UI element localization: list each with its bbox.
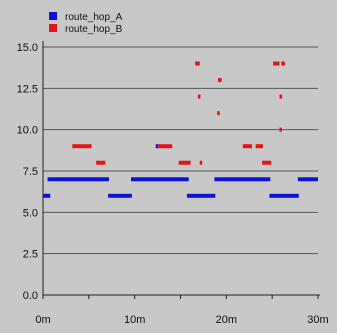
segment-route-hop-b-5 bbox=[197, 94, 201, 99]
segment-route-hop-b-4 bbox=[195, 61, 200, 66]
legend-label-route-hop-a: route_hop_A bbox=[65, 12, 123, 23]
segment-route-hop-b-6 bbox=[199, 160, 203, 165]
y-tick-label-7-5: 7.5 bbox=[23, 166, 38, 178]
segment-route-hop-a-2 bbox=[108, 193, 132, 198]
x-tick-label-10m: 10m bbox=[124, 314, 145, 326]
legend-label-route-hop-b: route_hop_B bbox=[65, 24, 123, 35]
legend: route_hop_A route_hop_B bbox=[49, 12, 123, 35]
series-layer bbox=[43, 61, 318, 198]
segment-route-hop-b-2 bbox=[157, 144, 173, 149]
y-tick-label-2-5: 2.5 bbox=[23, 249, 38, 261]
segment-route-hop-a-3 bbox=[131, 177, 159, 182]
segment-route-hop-b-14 bbox=[279, 94, 283, 99]
x-tick-label-0m: 0m bbox=[35, 314, 50, 326]
segment-route-hop-a-6 bbox=[186, 193, 216, 198]
segment-route-hop-b-10 bbox=[255, 144, 263, 149]
legend-swatch-route-hop-a bbox=[49, 12, 57, 20]
y-tick-label-10-0: 10.0 bbox=[17, 125, 38, 137]
axis-layer: 0.0 2.5 5.0 7.5 10.0 12.5 15.0 0m 10m 20m 30m bbox=[17, 41, 329, 326]
segment-route-hop-a-7 bbox=[214, 177, 271, 182]
x-tick-label-30m: 30m bbox=[307, 314, 328, 326]
segment-route-hop-b-13 bbox=[281, 61, 285, 66]
segment-route-hop-b-7 bbox=[218, 78, 222, 83]
x-tick-label-20m: 20m bbox=[216, 314, 237, 326]
legend-swatch-route-hop-b bbox=[49, 24, 57, 32]
segment-route-hop-a-0 bbox=[43, 193, 51, 198]
segment-route-hop-b-8 bbox=[217, 111, 220, 116]
segment-route-hop-a-8 bbox=[269, 193, 299, 198]
segment-route-hop-b-1 bbox=[96, 160, 106, 165]
segment-route-hop-b-9 bbox=[242, 144, 252, 149]
segment-route-hop-a-5 bbox=[158, 177, 189, 182]
y-tick-label-5-0: 5.0 bbox=[23, 207, 38, 219]
segment-route-hop-b-15 bbox=[279, 127, 282, 132]
segment-route-hop-b-0 bbox=[72, 144, 92, 149]
segment-route-hop-b-12 bbox=[273, 61, 280, 66]
y-tick-label-0-0: 0.0 bbox=[23, 290, 38, 302]
segment-route-hop-a-9 bbox=[297, 177, 318, 182]
segment-route-hop-b-11 bbox=[262, 160, 272, 165]
y-tick-label-15-0: 15.0 bbox=[17, 42, 38, 54]
segment-route-hop-a-1 bbox=[47, 177, 109, 182]
segment-route-hop-a-4 bbox=[155, 144, 159, 149]
segment-route-hop-b-3 bbox=[178, 160, 191, 165]
y-tick-label-12-5: 12.5 bbox=[17, 83, 38, 95]
grid-layer bbox=[43, 46, 318, 255]
